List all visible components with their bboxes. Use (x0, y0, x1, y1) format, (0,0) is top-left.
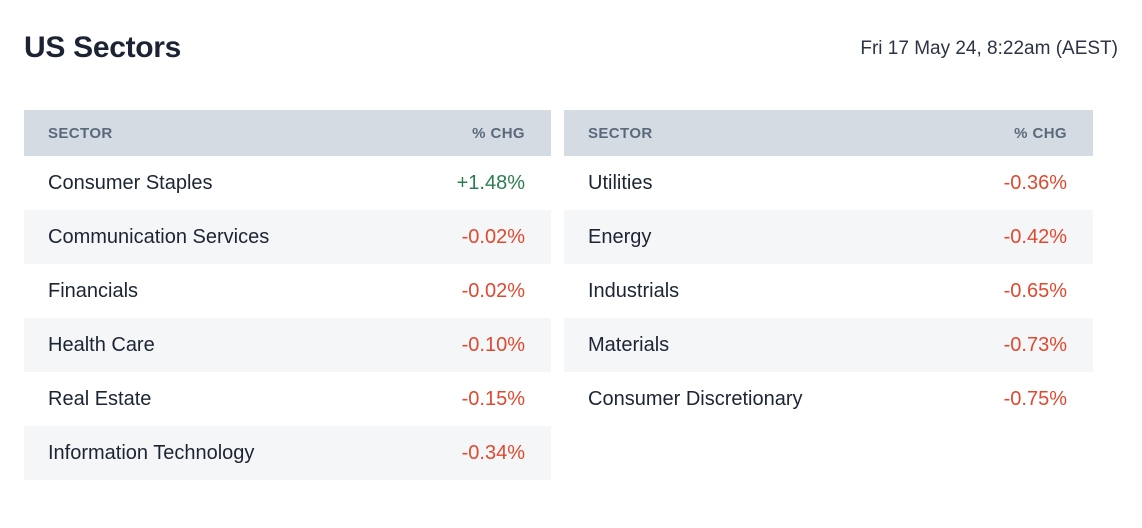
sector-name: Real Estate (48, 387, 152, 410)
sector-name: Energy (588, 225, 652, 248)
percent-change-value: -0.02% (461, 279, 525, 302)
percent-change-value: -0.42% (1003, 225, 1067, 248)
percent-change-value: -0.75% (1003, 387, 1067, 410)
percent-change-value: -0.02% (461, 225, 525, 248)
sector-name: Consumer Discretionary (588, 387, 803, 410)
table-row: Information Technology -0.34% (24, 426, 551, 480)
sector-name: Financials (48, 279, 139, 302)
table-row: Materials -0.73% (564, 318, 1093, 372)
column-header-chg: % CHG (472, 124, 525, 142)
table-row: Utilities -0.36% (564, 156, 1093, 210)
timestamp: Fri 17 May 24, 8:22am (AEST) (860, 38, 1118, 60)
percent-change-value: -0.73% (1003, 333, 1067, 356)
table-header: SECTOR % CHG (24, 110, 551, 156)
column-header-sector: SECTOR (48, 124, 113, 142)
sector-name: Information Technology (48, 441, 255, 464)
column-header-sector: SECTOR (588, 124, 653, 142)
table-header: SECTOR % CHG (564, 110, 1093, 156)
table-row: Consumer Discretionary -0.75% (564, 372, 1093, 426)
panel-header: US Sectors Fri 17 May 24, 8:22am (AEST) (0, 20, 1142, 64)
sector-name: Consumer Staples (48, 171, 213, 194)
sector-name: Industrials (588, 279, 680, 302)
table-body: Consumer Staples +1.48% Communication Se… (24, 156, 551, 480)
percent-change-value: -0.36% (1003, 171, 1067, 194)
percent-change-value: -0.15% (461, 387, 525, 410)
sector-tables: SECTOR % CHG Consumer Staples +1.48% Com… (0, 110, 1142, 480)
table-row: Communication Services -0.02% (24, 210, 551, 264)
table-body: Utilities -0.36% Energy -0.42% Industria… (564, 156, 1093, 426)
sector-table-right: SECTOR % CHG Utilities -0.36% Energy -0.… (564, 110, 1093, 480)
sector-name: Health Care (48, 333, 155, 356)
sector-name: Utilities (588, 171, 653, 194)
table-row: Industrials -0.65% (564, 264, 1093, 318)
table-row: Financials -0.02% (24, 264, 551, 318)
table-row: Health Care -0.10% (24, 318, 551, 372)
sector-name: Materials (588, 333, 670, 356)
page-title: US Sectors (24, 31, 182, 64)
column-header-chg: % CHG (1014, 124, 1067, 142)
percent-change-value: -0.34% (461, 441, 525, 464)
percent-change-value: -0.10% (461, 333, 525, 356)
sector-name: Communication Services (48, 225, 270, 248)
percent-change-value: +1.48% (456, 171, 525, 194)
table-row: Consumer Staples +1.48% (24, 156, 551, 210)
percent-change-value: -0.65% (1003, 279, 1067, 302)
table-row: Real Estate -0.15% (24, 372, 551, 426)
sector-table-left: SECTOR % CHG Consumer Staples +1.48% Com… (24, 110, 551, 480)
table-row: Energy -0.42% (564, 210, 1093, 264)
